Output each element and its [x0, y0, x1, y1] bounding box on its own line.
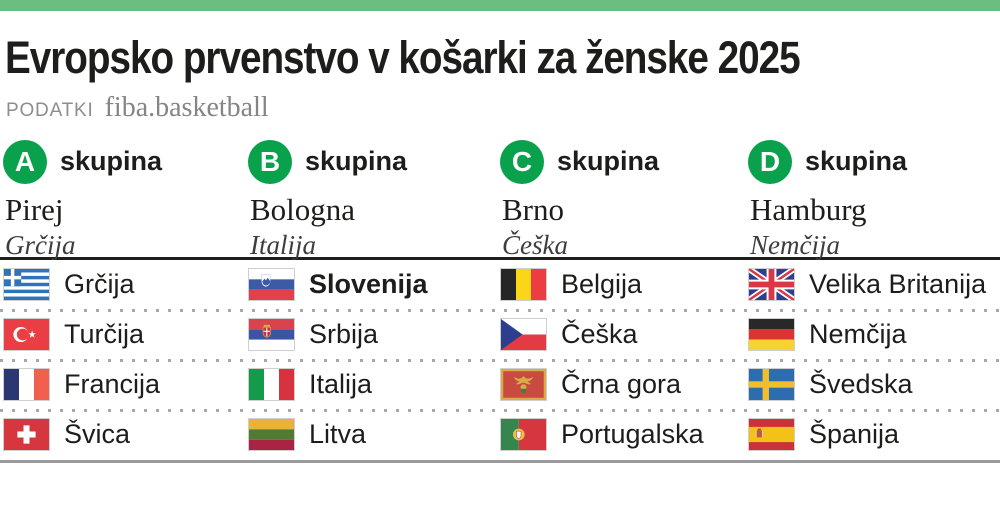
flag-switzerland-icon	[3, 418, 50, 452]
team-name: Portugalska	[561, 419, 704, 450]
group-host-country: Italija	[250, 229, 316, 260]
group-word-label: skupina	[805, 146, 908, 177]
group-host-city: Bologna	[250, 191, 356, 227]
group-host-city: Brno	[502, 191, 564, 227]
team-item: Španija	[748, 410, 899, 460]
team-item: Italija	[248, 360, 372, 410]
team-row: Švica Litva Portugalska Španija	[0, 408, 1000, 460]
team-item: Švedska	[748, 360, 913, 410]
group-host-city: Hamburg	[750, 191, 867, 227]
flag-greece-icon	[3, 268, 50, 302]
team-name: Velika Britanija	[809, 269, 987, 300]
team-item: Grčija	[3, 260, 135, 310]
team-name: Turčija	[64, 319, 145, 350]
group-word-label: skupina	[557, 146, 660, 177]
flag-montenegro-icon	[500, 368, 547, 402]
flag-sweden-icon	[748, 368, 795, 402]
team-name: Italija	[309, 369, 373, 400]
group-host-city: Pirej	[5, 191, 64, 227]
team-name: Švedska	[809, 369, 913, 400]
team-item: Slovenija	[248, 260, 428, 310]
team-item: Nemčija	[748, 310, 907, 360]
source-label: PODATKI	[6, 99, 94, 121]
team-row: Turčija Srbija Češka Nemčija	[0, 308, 1000, 360]
flag-serbia-icon	[248, 318, 295, 352]
flag-belgium-icon	[500, 268, 547, 302]
group-word-label: skupina	[60, 146, 163, 177]
team-item: Portugalska	[500, 410, 704, 460]
team-item: Litva	[248, 410, 366, 460]
team-name: Češka	[561, 319, 638, 350]
team-item: Češka	[500, 310, 638, 360]
group-letter-badge: B	[248, 139, 292, 184]
group-host-country: Grčija	[5, 229, 76, 260]
flag-czechia-icon	[500, 318, 547, 352]
team-name: Španija	[809, 419, 900, 450]
flag-uk-icon	[748, 268, 795, 302]
team-item: Črna gora	[500, 360, 681, 410]
team-row: Grčija Slovenija Belgija Velika Britanija	[0, 260, 1000, 310]
flag-france-icon	[3, 368, 50, 402]
team-row: Francija Italija Črna gora Švedska	[0, 358, 1000, 410]
page-title: Evropsko prvenstvo v košarki za ženske 2…	[5, 32, 801, 83]
team-name: Črna gora	[561, 369, 682, 400]
team-item: Francija	[3, 360, 160, 410]
teams-table: Grčija Slovenija Belgija Velika Britanija Tu…	[0, 256, 1000, 463]
team-item: Švica	[3, 410, 130, 460]
group-word-label: skupina	[305, 146, 408, 177]
team-name: Litva	[309, 419, 367, 450]
flag-portugal-icon	[500, 418, 547, 452]
team-name: Francija	[64, 369, 161, 400]
flag-lithuania-icon	[248, 418, 295, 452]
team-item: Srbija	[248, 310, 378, 360]
team-name: Slovenija	[309, 269, 428, 300]
group-host-country: Nemčija	[750, 229, 840, 260]
team-name: Srbija	[309, 319, 379, 350]
team-name: Švica	[64, 419, 131, 450]
flag-turkey-icon	[3, 318, 50, 352]
source-line: PODATKI fiba.basketball	[6, 92, 1000, 124]
flag-germany-icon	[748, 318, 795, 352]
team-name: Grčija	[64, 269, 135, 300]
flag-slovenia-icon	[248, 268, 295, 302]
group-letter-badge: D	[748, 139, 792, 184]
team-name: Belgija	[561, 269, 643, 300]
team-item: Turčija	[3, 310, 144, 360]
flag-italy-icon	[248, 368, 295, 402]
group-letter-badge: A	[3, 139, 47, 184]
top-accent-bar	[0, 0, 1000, 11]
source-value: fiba.basketball	[104, 91, 269, 123]
group-host-country: Češka	[502, 229, 568, 260]
team-item: Belgija	[500, 260, 642, 310]
flag-spain-icon	[748, 418, 795, 452]
team-name: Nemčija	[809, 319, 907, 350]
team-item: Velika Britanija	[748, 260, 986, 310]
group-letter-badge: C	[500, 139, 544, 184]
